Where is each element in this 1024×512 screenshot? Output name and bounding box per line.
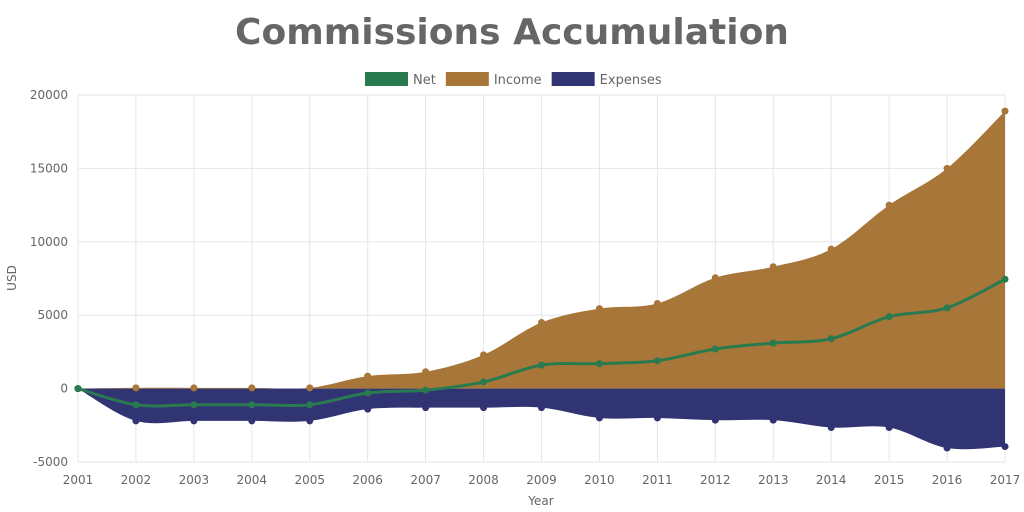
y-tick-label: 5000 <box>37 308 68 322</box>
point-expenses-2008[interactable] <box>480 404 488 412</box>
point-net-2002[interactable] <box>132 401 140 409</box>
point-net-2010[interactable] <box>595 360 603 368</box>
x-tick-label: 2007 <box>410 473 441 487</box>
x-tick-label: 2004 <box>237 473 268 487</box>
point-expenses-2005[interactable] <box>306 417 314 425</box>
x-tick-label: 2001 <box>63 473 94 487</box>
point-expenses-2012[interactable] <box>711 416 719 424</box>
legend-label-net[interactable]: Net <box>413 73 436 88</box>
point-net-2011[interactable] <box>653 357 661 365</box>
point-expenses-2003[interactable] <box>190 417 198 425</box>
y-tick-label: 15000 <box>30 161 68 175</box>
y-tick-label: 0 <box>60 382 68 396</box>
point-expenses-2004[interactable] <box>248 417 256 425</box>
legend: Net Income Expenses <box>365 72 662 88</box>
legend-label-income[interactable]: Income <box>494 73 542 88</box>
point-net-2006[interactable] <box>364 389 372 397</box>
x-tick-label: 2005 <box>294 473 325 487</box>
point-expenses-2013[interactable] <box>769 416 777 424</box>
point-net-2004[interactable] <box>248 401 256 409</box>
y-axis-label: USD <box>5 265 19 291</box>
x-tick-label: 2006 <box>352 473 383 487</box>
point-expenses-2006[interactable] <box>364 405 372 413</box>
point-net-2008[interactable] <box>480 378 488 386</box>
chart-title: Commissions Accumulation <box>235 12 789 53</box>
points-layer <box>74 107 1009 452</box>
point-income-2015[interactable] <box>885 201 893 209</box>
point-income-2017[interactable] <box>1001 107 1009 115</box>
point-income-2013[interactable] <box>769 263 777 271</box>
legend-swatch-expenses[interactable] <box>551 72 595 86</box>
x-tick-label: 2003 <box>179 473 210 487</box>
point-net-2014[interactable] <box>827 335 835 343</box>
legend-swatch-income[interactable] <box>445 72 489 86</box>
point-income-2010[interactable] <box>595 305 603 313</box>
x-tick-label: 2016 <box>932 473 963 487</box>
x-axis-ticks: 2001 2002 2003 2004 2005 2006 2007 2008 2009 2010… <box>63 473 1021 487</box>
point-net-2009[interactable] <box>538 361 545 369</box>
x-axis-label: Year <box>527 494 553 508</box>
point-income-2012[interactable] <box>711 274 719 282</box>
x-tick-label: 2010 <box>584 473 615 487</box>
legend-label-expenses[interactable]: Expenses <box>600 73 662 88</box>
area-income <box>78 111 1005 389</box>
x-tick-label: 2012 <box>700 473 731 487</box>
x-tick-label: 2009 <box>526 473 557 487</box>
point-expenses-2016[interactable] <box>943 444 951 452</box>
point-expenses-2014[interactable] <box>827 424 835 432</box>
y-axis-ticks: -5000 0 5000 10000 15000 20000 <box>30 88 68 469</box>
x-tick-label: 2017 <box>990 473 1021 487</box>
x-tick-label: 2015 <box>874 473 905 487</box>
point-income-2003[interactable] <box>190 384 198 392</box>
point-income-2007[interactable] <box>422 368 430 376</box>
point-expenses-2015[interactable] <box>885 424 893 432</box>
y-tick-label: 20000 <box>30 88 68 102</box>
point-income-2014[interactable] <box>827 245 835 253</box>
point-net-2013[interactable] <box>769 339 777 347</box>
point-income-2009[interactable] <box>538 319 545 327</box>
point-income-2008[interactable] <box>480 351 488 359</box>
point-income-2016[interactable] <box>943 164 951 172</box>
point-income-2011[interactable] <box>653 299 661 307</box>
point-income-2002[interactable] <box>132 384 140 392</box>
x-tick-label: 2013 <box>758 473 789 487</box>
point-net-2005[interactable] <box>306 401 314 409</box>
point-expenses-2002[interactable] <box>132 417 140 425</box>
y-tick-label: -5000 <box>33 455 68 469</box>
point-expenses-2017[interactable] <box>1001 443 1009 451</box>
point-net-2001[interactable] <box>74 385 82 393</box>
legend-swatch-net[interactable] <box>365 72 408 86</box>
point-net-2017[interactable] <box>1001 275 1009 283</box>
point-expenses-2010[interactable] <box>595 414 603 422</box>
point-net-2012[interactable] <box>711 345 719 353</box>
point-net-2003[interactable] <box>190 401 198 409</box>
x-tick-label: 2008 <box>468 473 499 487</box>
y-tick-label: 10000 <box>30 235 68 249</box>
point-net-2015[interactable] <box>885 313 893 321</box>
point-income-2005[interactable] <box>306 384 314 392</box>
point-net-2007[interactable] <box>422 386 430 394</box>
point-expenses-2007[interactable] <box>422 404 430 412</box>
x-tick-label: 2002 <box>121 473 152 487</box>
x-tick-label: 2011 <box>642 473 673 487</box>
point-expenses-2011[interactable] <box>653 414 661 422</box>
point-net-2016[interactable] <box>943 304 951 312</box>
x-tick-label: 2014 <box>816 473 847 487</box>
point-income-2006[interactable] <box>364 372 372 380</box>
point-income-2004[interactable] <box>248 384 256 392</box>
point-expenses-2009[interactable] <box>538 404 545 412</box>
